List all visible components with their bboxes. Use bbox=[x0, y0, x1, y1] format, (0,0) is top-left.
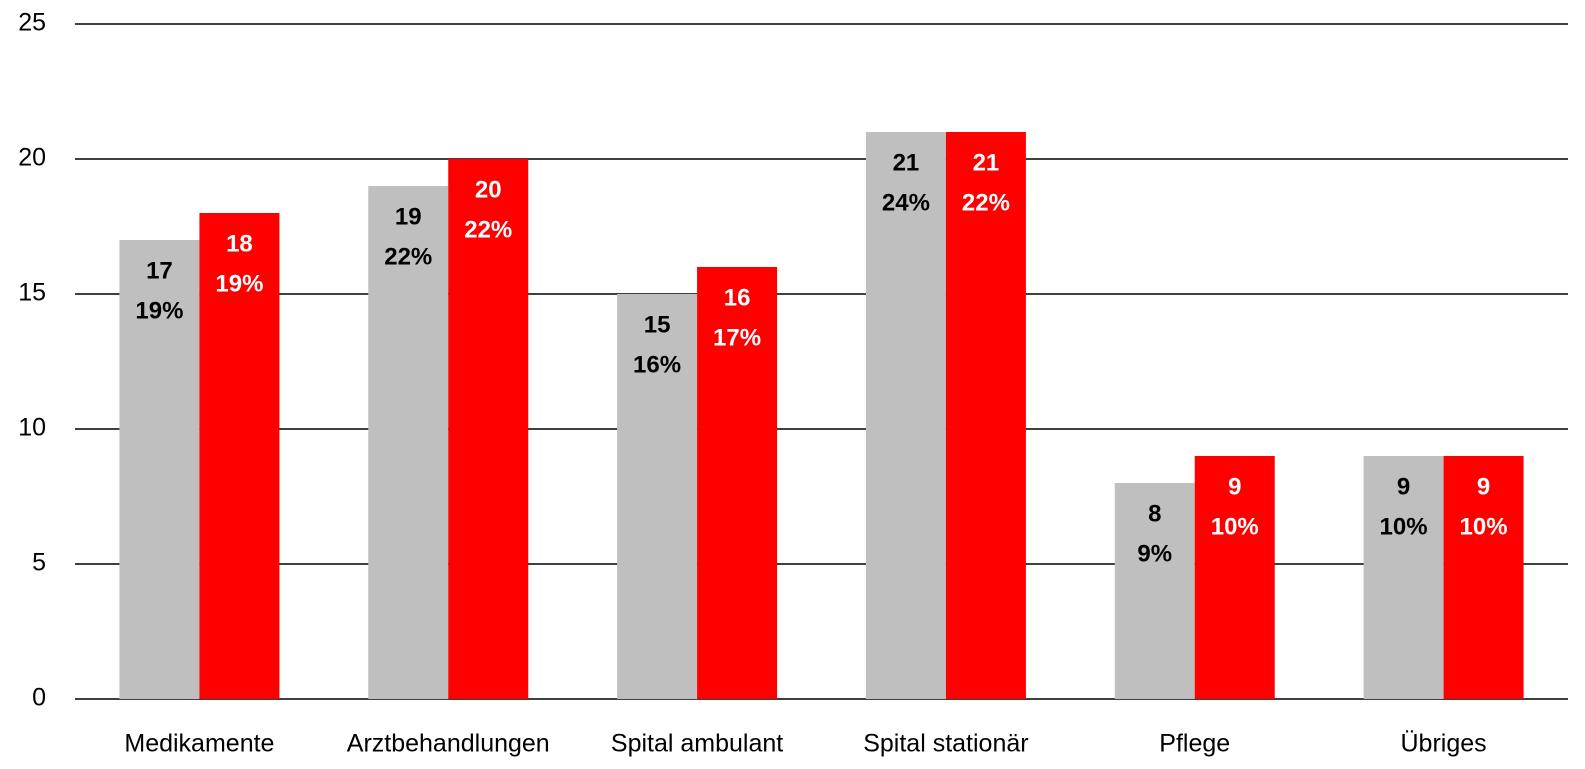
y-tick-label: 0 bbox=[32, 684, 46, 712]
bar bbox=[119, 240, 200, 699]
share-label: 17% bbox=[713, 324, 761, 351]
data-label: 21 bbox=[973, 149, 1000, 176]
bar bbox=[1363, 456, 1444, 699]
share-label: 10% bbox=[1380, 513, 1428, 540]
x-tick-label: Medikamente bbox=[124, 730, 274, 758]
data-label: 21 bbox=[893, 149, 920, 176]
data-label: 15 bbox=[644, 311, 671, 338]
bar bbox=[945, 132, 1026, 699]
share-label: 19% bbox=[135, 297, 183, 324]
x-tick-label: Pflege bbox=[1159, 730, 1230, 758]
bar bbox=[368, 186, 449, 699]
x-tick-label: Spital ambulant bbox=[611, 730, 783, 758]
share-label: 22% bbox=[962, 189, 1010, 216]
data-label: 18 bbox=[226, 230, 253, 257]
data-label: 9 bbox=[1477, 473, 1490, 500]
y-tick-label: 5 bbox=[32, 549, 46, 577]
data-label: 17 bbox=[146, 257, 173, 284]
y-tick-label: 10 bbox=[18, 414, 46, 442]
data-label: 8 bbox=[1148, 500, 1161, 527]
data-label: 20 bbox=[475, 176, 502, 203]
y-tick-label: 15 bbox=[18, 279, 46, 307]
y-tick-label: 25 bbox=[18, 9, 46, 37]
bar bbox=[199, 213, 280, 699]
share-label: 19% bbox=[215, 270, 263, 297]
x-tick-label: Spital stationär bbox=[863, 730, 1028, 758]
y-tick-label: 20 bbox=[18, 144, 46, 172]
share-label: 10% bbox=[1211, 513, 1259, 540]
bar bbox=[617, 294, 698, 699]
bar bbox=[865, 132, 946, 699]
bar bbox=[697, 267, 778, 699]
data-label: 9 bbox=[1397, 473, 1410, 500]
x-tick-label: Arztbehandlungen bbox=[347, 730, 550, 758]
share-label: 24% bbox=[882, 189, 930, 216]
share-label: 22% bbox=[464, 216, 512, 243]
share-label: 22% bbox=[384, 243, 432, 270]
x-tick-label: Übriges bbox=[1401, 730, 1487, 758]
share-label: 16% bbox=[633, 351, 681, 378]
data-label: 16 bbox=[724, 284, 751, 311]
bar bbox=[1443, 456, 1524, 699]
share-label: 9% bbox=[1137, 540, 1172, 567]
bar bbox=[1194, 456, 1275, 699]
share-label: 10% bbox=[1460, 513, 1508, 540]
data-label: 9 bbox=[1228, 473, 1241, 500]
bar bbox=[448, 159, 529, 699]
bar bbox=[1114, 483, 1195, 699]
data-label: 19 bbox=[395, 203, 422, 230]
